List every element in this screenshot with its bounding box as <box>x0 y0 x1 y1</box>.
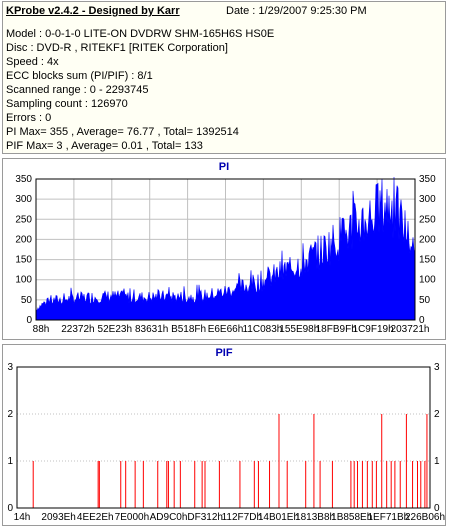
x-tick-label: 18FB9Fh <box>316 324 357 335</box>
x-tick-label: 83631h <box>135 324 168 335</box>
y-tick-label-right: 250 <box>419 214 436 225</box>
x-tick-label: 1813B8h <box>295 512 335 523</box>
disc-line: Disc : DVD-R , RITEKF1 [RITEK Corporatio… <box>6 42 228 54</box>
y-tick-label-right: 0 <box>434 503 440 514</box>
x-tick-label: 88h <box>33 324 50 335</box>
x-tick-label: 14B01Eh <box>258 512 299 523</box>
y-tick-label-right: 350 <box>419 174 436 185</box>
y-tick-label-left: 0 <box>26 315 32 326</box>
x-tick-label: 203721h <box>391 324 430 335</box>
y-tick-label-right: 3 <box>434 362 440 373</box>
x-tick-label: 155E98h <box>279 324 319 335</box>
x-tick-label: 112F7Dh <box>222 512 262 523</box>
y-tick-label-left: 250 <box>15 214 32 225</box>
x-tick-label: 4EE2Eh <box>77 512 114 523</box>
x-tick-label: 14h <box>14 512 31 523</box>
y-tick-label-right: 100 <box>419 275 436 286</box>
x-tick-label: 1B858Eh <box>331 512 372 523</box>
pi-chart-panel: PI 0 0 50 50 100 100 150 150 200 200 250 250 300 300 3… <box>2 158 446 340</box>
app-title: KProbe v2.4.2 - Designed by Karr <box>6 5 180 17</box>
x-tick-label: 226B06h <box>405 512 445 523</box>
y-tick-label-left: 200 <box>15 234 32 245</box>
y-tick-label-left: 150 <box>15 255 32 266</box>
x-tick-label: 11C083h <box>242 324 282 335</box>
plot-border <box>35 178 416 321</box>
pif-stats-line: PIF Max= 3 , Average= 0.01 , Total= 133 <box>6 140 203 152</box>
pi-series-area <box>35 176 416 321</box>
y-tick-label-right: 150 <box>419 255 436 266</box>
pi-stats-line: PI Max= 355 , Average= 76.77 , Total= 13… <box>6 126 239 138</box>
plot-border <box>16 366 431 509</box>
sampling-line: Sampling count : 126970 <box>6 98 128 110</box>
y-tick-label-left: 1 <box>7 456 13 467</box>
model-line: Model : 0-0-1-0 LITE-ON DVDRW SHM-165H6S… <box>6 28 275 40</box>
errors-line: Errors : 0 <box>6 112 52 124</box>
x-tick-label: 7E000h <box>115 512 149 523</box>
scan-date: Date : 1/29/2007 9:25:30 PM <box>226 5 367 17</box>
x-tick-label: 1EF71Bh <box>368 512 410 523</box>
pif-chart-title: PIF <box>215 347 233 359</box>
plot-area <box>16 366 431 509</box>
pif-chart-panel: PIF 0 0 1 1 2 2 3 3 14h 2093Eh 4EE2Eh 7E000h AD9C0h D… <box>2 344 446 526</box>
y-tick-label-left: 0 <box>7 503 13 514</box>
y-tick-label-left: 50 <box>21 295 33 306</box>
pi-chart-title: PI <box>218 161 230 173</box>
y-tick-label-right: 2 <box>434 409 440 420</box>
y-tick-label-right: 50 <box>419 295 431 306</box>
speed-line: Speed : 4x <box>6 56 59 68</box>
x-tick-label: 52E23h <box>98 324 132 335</box>
x-tick-label: AD9C0h <box>150 512 188 523</box>
y-tick-label-right: 300 <box>419 194 436 205</box>
y-tick-label-right: 200 <box>419 234 436 245</box>
x-tick-label: 22372h <box>61 324 94 335</box>
x-tick-label: E6E66h <box>208 324 244 335</box>
range-line: Scanned range : 0 - 2293745 <box>6 84 149 96</box>
y-tick-label-left: 300 <box>15 194 32 205</box>
x-tick-label: 1C9F19h <box>353 324 394 335</box>
x-tick-label: DF312h <box>187 512 223 523</box>
ecc-line: ECC blocks sum (PI/PIF) : 8/1 <box>6 70 153 82</box>
y-tick-label-left: 350 <box>15 174 32 185</box>
pif-chart: 0 0 1 1 2 2 3 3 14h 2093Eh 4EE2Eh 7E000h AD9C0h DF312… <box>7 362 445 523</box>
x-tick-label: B518Fh <box>171 324 206 335</box>
y-tick-label-left: 3 <box>7 362 13 373</box>
info-panel: KProbe v2.4.2 - Designed by Karr Date : … <box>2 1 446 154</box>
x-tick-label: 2093Eh <box>41 512 75 523</box>
y-tick-label-right: 0 <box>419 315 425 326</box>
y-tick-label-right: 1 <box>434 456 440 467</box>
y-tick-label-left: 100 <box>15 275 32 286</box>
pi-chart: 0 0 50 50 100 100 150 150 200 200 250 250 300 300 350 3… <box>15 174 436 335</box>
y-tick-label-left: 2 <box>7 409 13 420</box>
